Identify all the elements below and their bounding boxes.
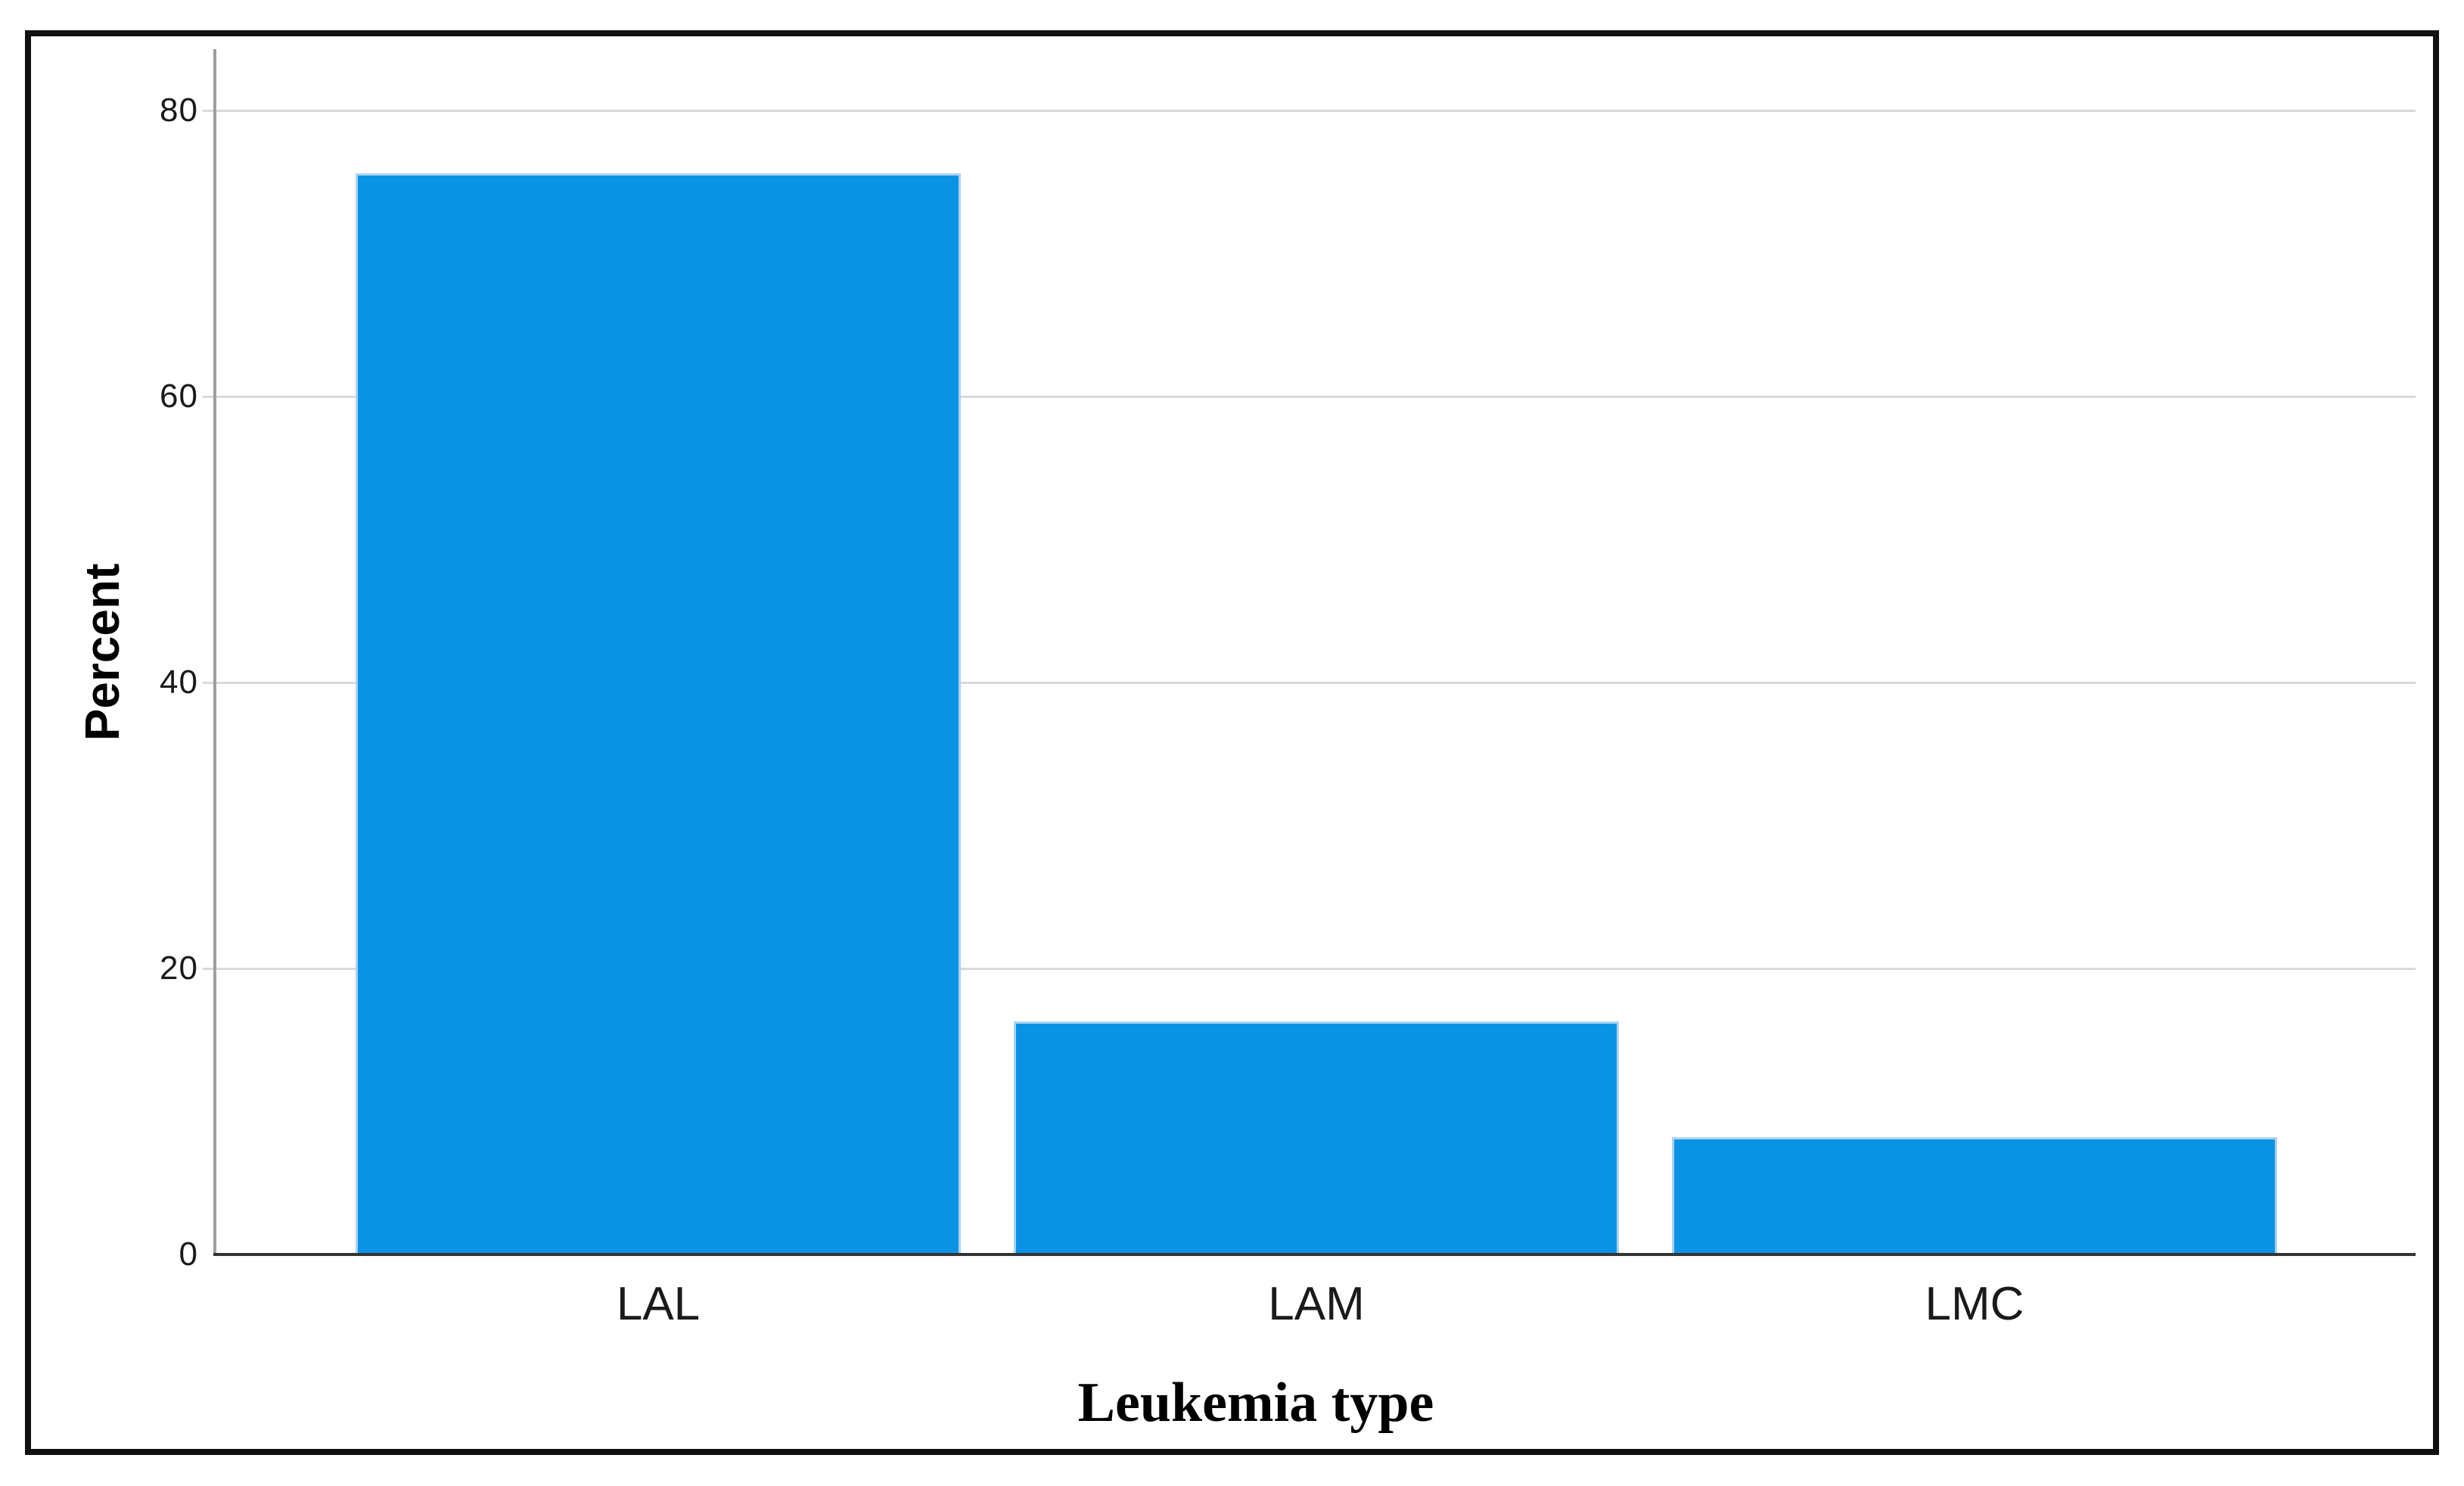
- gridline-20: [203, 967, 2416, 970]
- y-tick-label-0: 0: [179, 1236, 198, 1273]
- y-tick-label-40: 40: [160, 664, 198, 701]
- y-tick-label-20: 20: [160, 950, 198, 987]
- gridline-80: [203, 109, 2416, 112]
- x-category-label-lmc: LMC: [1925, 1278, 2024, 1330]
- bar-lam: [1014, 1021, 1619, 1254]
- y-tick-label-80: 80: [160, 92, 198, 129]
- bar-lal: [356, 173, 961, 1254]
- x-axis-title: Leukemia type: [1077, 1372, 1434, 1434]
- chart-frame: Percent Leukemia type 0 20 40 60 80 LAL LAM LMC: [25, 30, 2439, 1455]
- y-axis-title: Percent: [75, 563, 129, 741]
- x-category-label-lal: LAL: [616, 1278, 701, 1330]
- x-axis-line: [213, 1253, 2416, 1256]
- x-category-label-lam: LAM: [1268, 1278, 1365, 1330]
- gridline-40: [203, 681, 2416, 684]
- y-tick-label-60: 60: [160, 378, 198, 415]
- bar-lmc: [1672, 1137, 2277, 1254]
- gridline-60: [203, 395, 2416, 398]
- y-axis-line: [213, 49, 216, 1256]
